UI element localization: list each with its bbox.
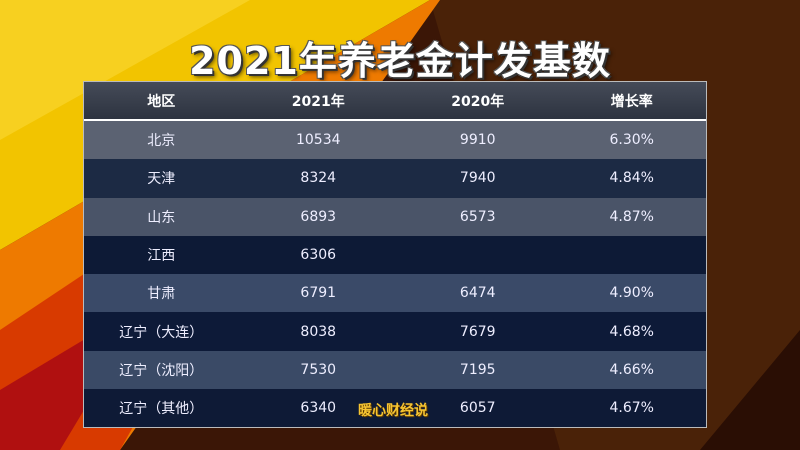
cell-region: 辽宁（大连） <box>119 324 204 341</box>
cell-region: 北京 <box>147 133 176 150</box>
cell-region: 甘肃 <box>147 286 176 303</box>
table-row: 北京 10534 9910 6.30% <box>84 121 706 160</box>
header-2021: 2021年 <box>291 93 345 110</box>
cell-region: 辽宁（其他） <box>119 401 204 418</box>
table-header: 地区 2021年 2020年 增长率 <box>84 82 706 121</box>
cell-2021: 8324 <box>300 170 337 187</box>
table-body: 北京 10534 9910 6.30% 天津 8324 7940 4.84% 山东 6893 657… <box>84 121 706 428</box>
cell-growth: 4.87% <box>609 208 654 225</box>
pension-table: 地区 2021年 2020年 增长率 北京 10534 9910 6.30% 天津 832… <box>83 81 707 429</box>
cell-2020: 7195 <box>459 361 496 378</box>
table-row: 辽宁（沈阳） 7530 7195 4.66% <box>84 350 706 390</box>
cell-2020: 9910 <box>459 132 496 149</box>
cell-2021: 6893 <box>300 208 337 225</box>
table-row: 甘肃 6791 6474 4.90% <box>84 274 706 313</box>
cell-2020: 6573 <box>459 208 496 225</box>
cell-2021: 6306 <box>300 247 337 264</box>
cell-2021: 6791 <box>300 285 337 302</box>
table-row: 山东 6893 6573 4.87% <box>84 197 706 236</box>
header-growth: 增长率 <box>610 93 653 110</box>
cell-2021: 6340 <box>300 400 337 417</box>
page-title: 2021年养老金计发基数 <box>189 39 611 83</box>
header-region: 地区 <box>147 93 176 110</box>
cell-2021: 7530 <box>300 361 337 378</box>
watermark: 暖心财经说 <box>358 403 428 419</box>
header-2020: 2020年 <box>451 93 505 110</box>
table-row: 江西 6306 <box>84 235 706 275</box>
cell-2020: 6474 <box>459 285 496 302</box>
cell-growth: 6.30% <box>609 132 654 149</box>
cell-region: 江西 <box>147 248 176 265</box>
cell-2021: 8038 <box>300 323 337 340</box>
cell-2020: 7679 <box>459 323 496 340</box>
cell-growth: 4.68% <box>609 323 654 340</box>
table-row: 天津 8324 7940 4.84% <box>84 159 706 198</box>
cell-growth: 4.67% <box>609 400 654 417</box>
cell-2021: 10534 <box>295 132 341 149</box>
cell-growth: 4.66% <box>609 361 654 378</box>
cell-growth: 4.84% <box>609 170 654 187</box>
cell-2020: 6057 <box>459 400 496 417</box>
cell-growth: 4.90% <box>609 285 654 302</box>
cell-region: 山东 <box>147 209 176 226</box>
cell-2020: 7940 <box>459 170 496 187</box>
table-row: 辽宁（大连） 8038 7679 4.68% <box>84 312 706 351</box>
cell-region: 辽宁（沈阳） <box>119 362 204 379</box>
table-row: 辽宁（其他） 6340 6057 4.67% <box>84 389 706 428</box>
cell-region: 天津 <box>147 171 176 188</box>
